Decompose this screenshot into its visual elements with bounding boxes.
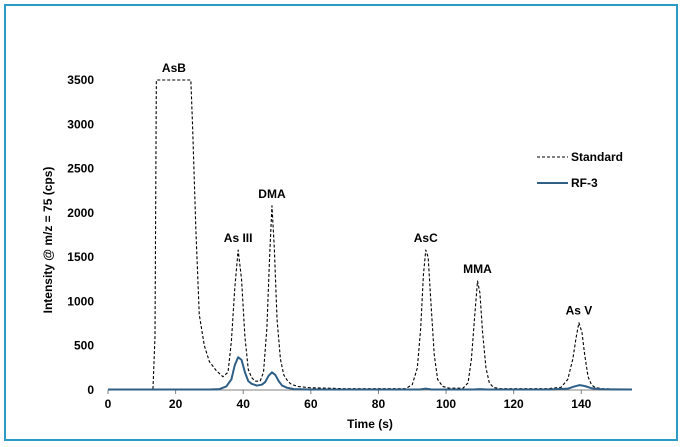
y-tick-label-7: 3500 (67, 73, 94, 87)
series-line-rf-3 (108, 356, 633, 391)
peak-label-as-iii: As III (224, 231, 253, 245)
peak-label-as-v: As V (566, 304, 593, 318)
peak-label-asc: AsC (414, 231, 438, 245)
y-tick-label-2: 1000 (67, 294, 94, 308)
x-tick-label-1: 20 (169, 397, 183, 411)
peak-label-dma: DMA (258, 187, 286, 201)
x-tick-label-2: 40 (237, 397, 251, 411)
y-tick-label-0: 0 (87, 383, 94, 397)
x-tick-label-5: 100 (436, 397, 456, 411)
x-tick-label-3: 60 (304, 397, 318, 411)
peak-label-mma: MMA (463, 262, 492, 276)
y-tick-label-1: 500 (74, 339, 94, 353)
x-tick-label-4: 80 (372, 397, 386, 411)
legend-label-1: RF-3 (571, 176, 598, 190)
legend-label-0: Standard (571, 150, 623, 164)
y-tick-label-6: 3000 (67, 117, 94, 131)
y-tick-label-3: 1500 (67, 250, 94, 264)
x-tick-label-7: 140 (571, 397, 591, 411)
legend: Standard RF-3 (537, 150, 623, 190)
x-axis-title: Time (s) (347, 417, 393, 431)
x-tick-label-6: 120 (504, 397, 524, 411)
y-axis-title: Intensity @ m/z = 75 (cps) (41, 167, 55, 314)
y-tick-label-4: 2000 (67, 206, 94, 220)
x-tick-label-0: 0 (105, 397, 112, 411)
series-line-standard (108, 79, 632, 390)
peak-label-asb: AsB (162, 61, 186, 75)
chart-frame (4, 4, 678, 441)
axes: 0 20 40 60 80 100 120 140 0 500 1000 1500 2000 2500 30… (67, 73, 632, 411)
y-tick-label-5: 2500 (67, 162, 94, 176)
plot-area (108, 79, 633, 391)
peak-annotations: AsB As III DMA AsC MMA As V (162, 61, 592, 318)
